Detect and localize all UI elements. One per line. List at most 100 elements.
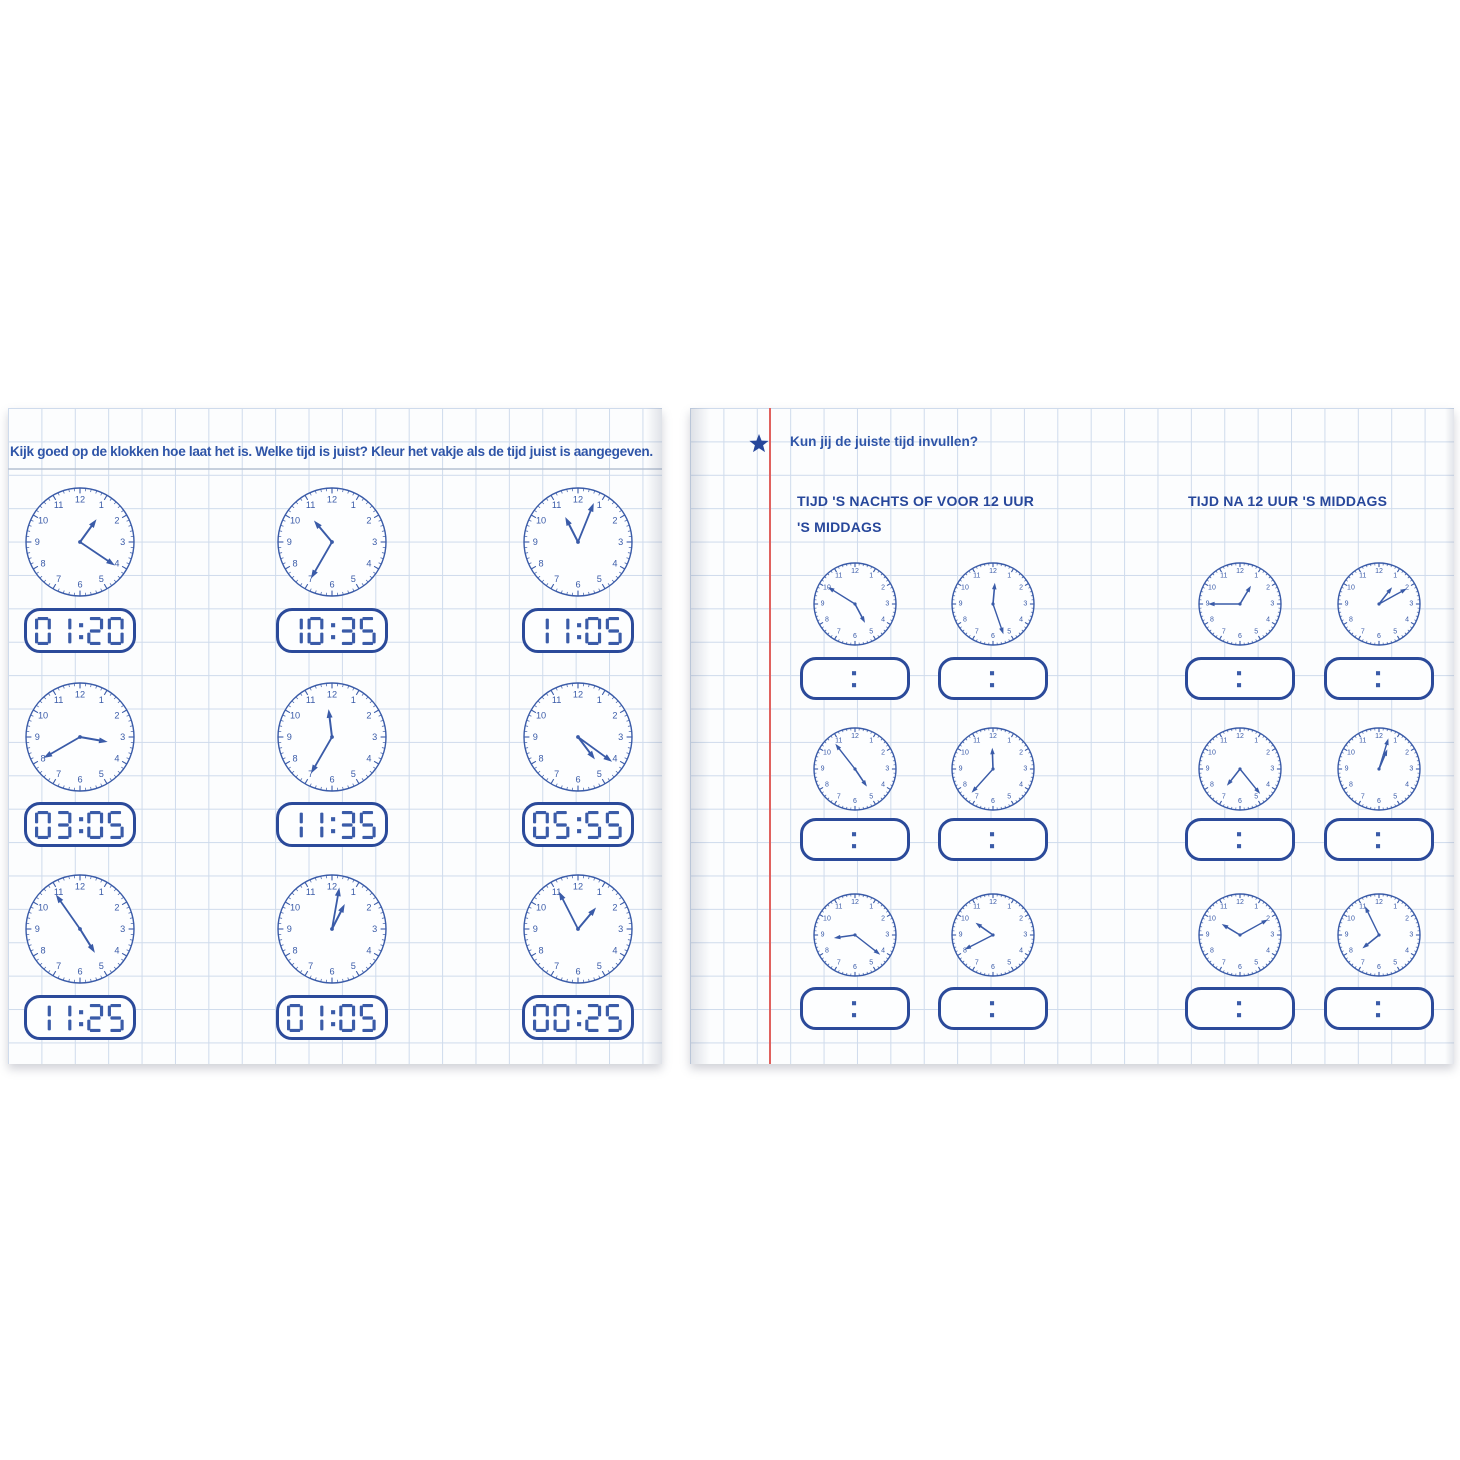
- svg-text:12: 12: [573, 689, 583, 699]
- time-answer-box[interactable]: [1185, 987, 1295, 1030]
- svg-text:11: 11: [1220, 903, 1227, 910]
- svg-text:6: 6: [853, 964, 857, 971]
- svg-text:3: 3: [1270, 932, 1274, 939]
- svg-text:1: 1: [1254, 903, 1258, 910]
- svg-text:6: 6: [77, 775, 82, 785]
- svg-text:11: 11: [306, 695, 316, 705]
- svg-text:8: 8: [825, 782, 829, 789]
- svg-text:10: 10: [823, 584, 831, 591]
- svg-text:9: 9: [35, 537, 40, 547]
- svg-text:9: 9: [821, 766, 825, 773]
- svg-text:7: 7: [1222, 960, 1226, 967]
- svg-text:4: 4: [114, 945, 119, 955]
- time-answer-box[interactable]: [800, 657, 910, 700]
- svg-text:5: 5: [1393, 794, 1397, 801]
- svg-text:2: 2: [1405, 749, 1409, 756]
- svg-text:9: 9: [821, 932, 825, 939]
- time-answer-box[interactable]: [938, 657, 1048, 700]
- time-answer-box[interactable]: [800, 818, 910, 861]
- svg-text:9: 9: [533, 924, 538, 934]
- time-answer-box[interactable]: [938, 818, 1048, 861]
- svg-text:7: 7: [837, 960, 841, 967]
- svg-text:12: 12: [75, 689, 85, 699]
- time-answer-box[interactable]: [800, 987, 910, 1030]
- svg-text:12: 12: [1375, 568, 1383, 575]
- svg-text:7: 7: [56, 769, 61, 779]
- svg-text:2: 2: [1405, 915, 1409, 922]
- digital-time-option[interactable]: [522, 608, 634, 653]
- svg-text:3: 3: [618, 732, 623, 742]
- digital-time-option[interactable]: [522, 995, 634, 1040]
- svg-text:8: 8: [1349, 948, 1353, 955]
- svg-text:10: 10: [823, 749, 831, 756]
- svg-text:1: 1: [1007, 903, 1011, 910]
- svg-text:10: 10: [1208, 915, 1216, 922]
- svg-text:9: 9: [1206, 766, 1210, 773]
- svg-text:3: 3: [1023, 601, 1027, 608]
- svg-text:7: 7: [975, 960, 979, 967]
- svg-text:8: 8: [539, 753, 544, 763]
- svg-text:6: 6: [329, 580, 334, 590]
- svg-text:8: 8: [539, 558, 544, 568]
- svg-text:10: 10: [290, 903, 300, 913]
- svg-text:7: 7: [1361, 794, 1365, 801]
- digital-time-option[interactable]: [276, 802, 388, 847]
- svg-text:10: 10: [38, 903, 48, 913]
- svg-text:5: 5: [99, 574, 104, 584]
- instruction-underline: [8, 468, 662, 470]
- svg-text:2: 2: [612, 903, 617, 913]
- svg-text:8: 8: [963, 617, 967, 624]
- svg-text:3: 3: [372, 924, 377, 934]
- svg-text:12: 12: [75, 494, 85, 504]
- svg-text:12: 12: [989, 733, 997, 740]
- svg-text:11: 11: [1359, 737, 1366, 744]
- digital-time-option[interactable]: [24, 608, 136, 653]
- svg-text:9: 9: [821, 601, 825, 608]
- svg-text:4: 4: [612, 558, 617, 568]
- svg-text:10: 10: [1208, 749, 1216, 756]
- svg-text:12: 12: [851, 899, 859, 906]
- svg-text:1: 1: [1393, 903, 1397, 910]
- time-answer-box[interactable]: [1185, 657, 1295, 700]
- svg-text:5: 5: [1254, 794, 1258, 801]
- prompt-text: Kun jij de juiste tijd invullen?: [790, 434, 979, 449]
- svg-text:2: 2: [114, 711, 119, 721]
- svg-text:1: 1: [869, 572, 873, 579]
- svg-text:3: 3: [120, 924, 125, 934]
- svg-text:4: 4: [1019, 948, 1023, 955]
- digital-time-option[interactable]: [522, 802, 634, 847]
- svg-text:10: 10: [1347, 915, 1355, 922]
- svg-text:7: 7: [554, 961, 559, 971]
- digital-time-option[interactable]: [276, 608, 388, 653]
- svg-text:9: 9: [287, 732, 292, 742]
- digital-time-option[interactable]: [276, 995, 388, 1040]
- time-answer-box[interactable]: [1185, 818, 1295, 861]
- svg-text:6: 6: [1238, 633, 1242, 640]
- digital-time-option[interactable]: [24, 995, 136, 1040]
- time-answer-box[interactable]: [938, 987, 1048, 1030]
- svg-text:3: 3: [1409, 601, 1413, 608]
- svg-text:12: 12: [1375, 733, 1383, 740]
- svg-text:11: 11: [54, 695, 64, 705]
- svg-text:8: 8: [1210, 948, 1214, 955]
- svg-text:10: 10: [1347, 584, 1355, 591]
- svg-text:12: 12: [327, 494, 337, 504]
- svg-text:6: 6: [853, 798, 857, 805]
- svg-text:10: 10: [38, 516, 48, 526]
- svg-text:5: 5: [1007, 960, 1011, 967]
- svg-text:10: 10: [961, 749, 969, 756]
- svg-text:12: 12: [573, 881, 583, 891]
- time-answer-box[interactable]: [1324, 987, 1434, 1030]
- svg-text:9: 9: [959, 932, 963, 939]
- digital-time-option[interactable]: [24, 802, 136, 847]
- time-answer-box[interactable]: [1324, 657, 1434, 700]
- svg-text:6: 6: [1238, 964, 1242, 971]
- svg-text:11: 11: [54, 887, 64, 897]
- time-answer-box[interactable]: [1324, 818, 1434, 861]
- svg-text:11: 11: [835, 903, 842, 910]
- svg-text:7: 7: [554, 769, 559, 779]
- svg-text:10: 10: [290, 516, 300, 526]
- svg-text:2: 2: [366, 711, 371, 721]
- svg-text:4: 4: [881, 782, 885, 789]
- svg-text:5: 5: [1393, 629, 1397, 636]
